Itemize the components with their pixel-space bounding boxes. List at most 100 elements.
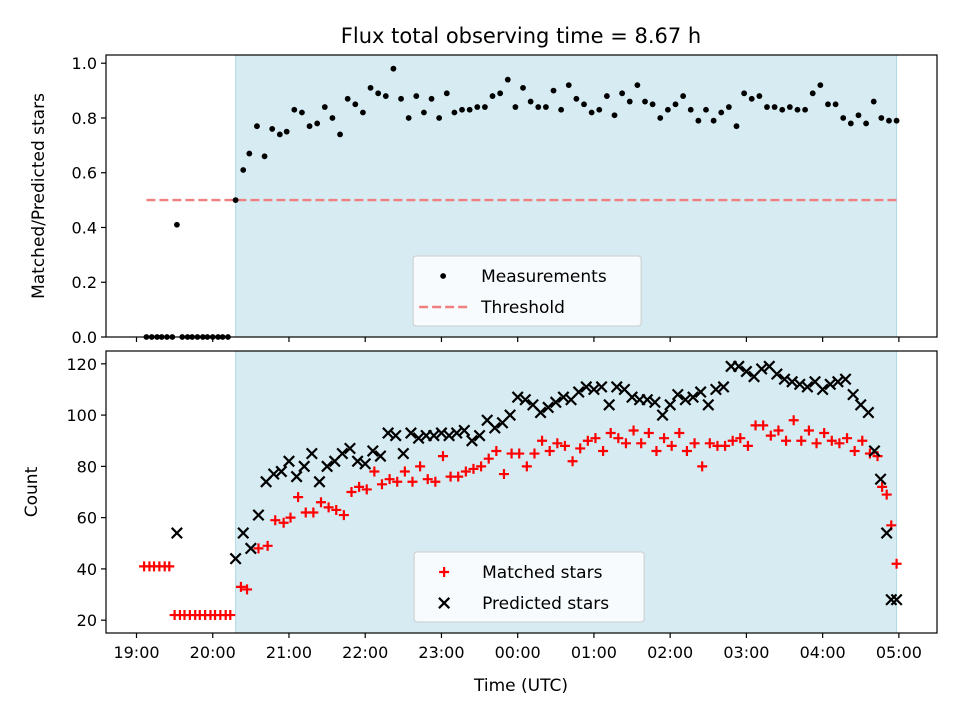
data-point [831, 375, 844, 388]
data-point [354, 481, 365, 492]
data-point [697, 461, 708, 472]
data-point [489, 93, 496, 99]
data-point [491, 445, 502, 456]
data-point [299, 109, 305, 116]
data-point [672, 101, 679, 108]
data-point [375, 90, 382, 97]
data-point [796, 435, 807, 446]
data-point [437, 451, 448, 462]
data-point [610, 380, 623, 393]
x-tick-label: 20:00 [190, 643, 236, 662]
data-point [504, 76, 511, 83]
y-tick-label: 120 [66, 355, 97, 374]
data-point [498, 469, 509, 480]
data-point [267, 468, 280, 481]
data-point [468, 463, 479, 474]
data-point [361, 484, 372, 495]
data-point [741, 90, 748, 97]
data-point [240, 167, 247, 173]
data-point [893, 117, 900, 124]
data-point [718, 109, 725, 116]
data-point [778, 373, 791, 386]
data-point [773, 425, 784, 436]
data-point [246, 150, 253, 157]
data-point [694, 386, 707, 398]
data-point [580, 380, 593, 393]
data-point [544, 445, 555, 456]
data-point [389, 429, 402, 442]
data-point [786, 375, 799, 388]
data-point [868, 445, 881, 457]
data-point [314, 120, 321, 127]
x-tick-label: 02:00 [647, 643, 693, 662]
data-point [857, 435, 868, 446]
data-point [794, 106, 801, 113]
data-point [575, 443, 586, 454]
data-point [290, 470, 303, 483]
data-point [755, 362, 768, 375]
data-point [649, 101, 656, 108]
bottom-panel-counts: 20 40 60 80 100 120 19:00 20:00 21:00 22:00 23:00 0… [66, 350, 938, 662]
x-tick-label: 21:00 [266, 643, 312, 662]
data-point [816, 383, 829, 396]
legend-box [412, 255, 642, 327]
data-point [476, 461, 487, 472]
data-point [605, 428, 616, 439]
data-point [384, 474, 395, 485]
data-point [786, 104, 793, 110]
y-tick-label: 0.2 [72, 273, 97, 292]
data-point [465, 434, 478, 447]
y-tick-label: 80 [77, 457, 97, 476]
x-tick-label: 03:00 [723, 643, 769, 662]
data-point [742, 440, 753, 451]
y-tick-label: 1.0 [72, 54, 97, 73]
data-point [244, 542, 257, 555]
legend-box [413, 551, 645, 623]
data-point [497, 90, 504, 97]
chart-title: Flux total observing time = 8.67 h [341, 24, 701, 48]
data-point [680, 93, 687, 99]
legend: Measurements Threshold [412, 255, 642, 327]
data-point [781, 435, 792, 446]
data-point [323, 502, 334, 513]
data-point [343, 442, 356, 455]
data-point [436, 115, 443, 121]
data-point [474, 104, 481, 110]
data-point [235, 581, 246, 592]
data-point [689, 438, 700, 449]
data-point [407, 476, 418, 487]
data-point [735, 433, 746, 444]
data-point [834, 438, 845, 449]
data-point [366, 445, 379, 457]
data-point [758, 420, 769, 431]
data-point [527, 98, 534, 105]
data-point [291, 106, 298, 113]
data-point [459, 106, 465, 113]
data-point [559, 440, 570, 451]
data-point [336, 447, 349, 460]
data-point [360, 109, 366, 116]
data-point [376, 479, 387, 490]
data-point [702, 398, 715, 411]
data-point [628, 425, 639, 436]
data-point [826, 435, 837, 446]
y-tick-label: 0.6 [72, 164, 97, 183]
data-point [863, 120, 869, 127]
axes-frame [105, 54, 938, 338]
data-point [174, 221, 180, 228]
legend-swatch [440, 273, 447, 279]
data-point [817, 82, 824, 89]
data-point [740, 365, 753, 378]
data-point [306, 123, 313, 130]
data-point [282, 455, 295, 468]
x-tick-label: 04:00 [800, 643, 846, 662]
data-point [824, 378, 837, 391]
data-point [704, 438, 715, 449]
data-point [803, 425, 814, 436]
data-point [254, 123, 260, 130]
data-point [581, 101, 587, 108]
data-point [535, 104, 542, 110]
data-point [643, 428, 654, 439]
data-point [620, 438, 631, 449]
data-point [573, 95, 580, 102]
